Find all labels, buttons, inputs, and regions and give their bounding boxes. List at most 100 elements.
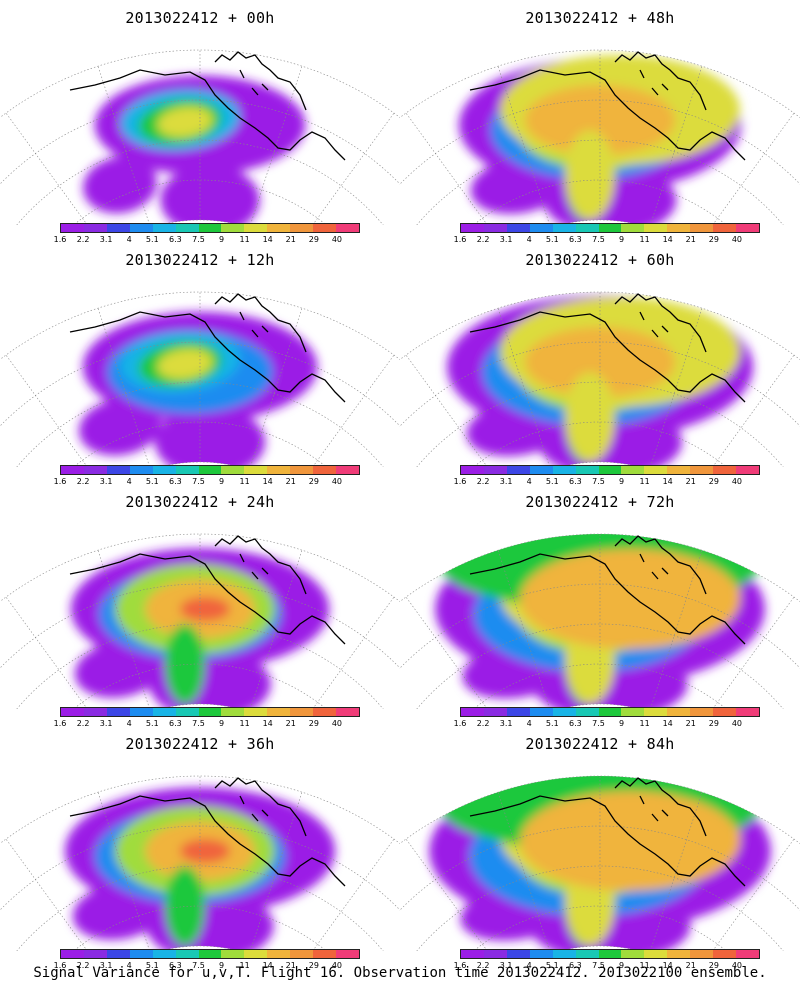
colorbar-swatch <box>506 466 530 474</box>
colorbar-tick-label: 2.2 <box>476 961 490 970</box>
colorbar-tick-label: 5.1 <box>545 235 559 244</box>
colorbar-swatch <box>552 224 576 232</box>
colorbar-swatch <box>598 950 622 958</box>
colorbar-swatch <box>221 950 245 958</box>
colorbar-swatch <box>506 708 530 716</box>
colorbar-tick-label: 11 <box>239 719 250 728</box>
colorbar-tick-label: 1.6 <box>453 961 467 970</box>
colorbar-tick-label: 4 <box>126 235 132 244</box>
colorbar-swatch <box>61 466 84 474</box>
colorbar-swatch <box>529 224 553 232</box>
colorbar-swatch <box>598 224 622 232</box>
panel-title: 2013022412 + 48h <box>525 9 675 27</box>
colorbar-swatch <box>690 466 714 474</box>
colorbar-swatch <box>221 224 245 232</box>
colorbar-swatch <box>152 224 176 232</box>
colorbar-tick-label: 6.3 <box>569 235 582 244</box>
colorbar-tick-label: 40 <box>331 961 343 970</box>
colorbar-swatch <box>529 708 553 716</box>
colorbar-swatch <box>244 950 268 958</box>
panel-title: 2013022412 + 84h <box>525 735 675 753</box>
colorbar-tick-label: 4 <box>526 961 532 970</box>
colorbar-tick-label: 7.5 <box>192 235 205 244</box>
colorbar-swatch <box>483 224 507 232</box>
colorbar-swatch <box>198 466 222 474</box>
colorbar-swatch <box>267 708 291 716</box>
colorbar-tick-label: 7.5 <box>592 235 605 244</box>
colorbar-tick-label: 40 <box>331 235 343 244</box>
colorbar-swatch <box>336 466 359 474</box>
colorbar-tick-label: 21 <box>285 961 296 970</box>
colorbar-tick-label: 6.3 <box>569 961 582 970</box>
coastline <box>469 293 746 403</box>
colorbar-swatch <box>552 950 576 958</box>
colorbar-tick-label: 7.5 <box>192 961 205 970</box>
colorbar <box>60 949 360 959</box>
colorbar-tick-label: 2.2 <box>476 719 490 728</box>
colorbar-swatch <box>461 950 484 958</box>
coastline <box>69 293 346 403</box>
colorbar-tick-label: 14 <box>262 961 273 970</box>
colorbar <box>460 707 760 717</box>
colorbar-swatch <box>129 708 153 716</box>
forecast-panel: 2013022412 + 00h 1.6 2.2 3.1 4 5.1 6.3 7.5 9 11 14… <box>0 0 400 245</box>
colorbar-swatch <box>461 708 484 716</box>
colorbar-tick-label: 11 <box>639 235 650 244</box>
colorbar-tick-label: 9 <box>618 235 625 244</box>
colorbar-swatch <box>290 708 314 716</box>
colorbar-swatch <box>506 950 530 958</box>
colorbar-tick-label: 14 <box>262 719 273 728</box>
colorbar-ticks: 1.6 2.2 3.1 4 5.1 6.3 7.5 9 11 14 21 29 40 <box>54 235 360 245</box>
colorbar-tick-label: 29 <box>708 477 719 486</box>
colorbar-tick-label: 21 <box>285 477 296 486</box>
colorbar-ticks: 1.6 2.2 3.1 4 5.1 6.3 7.5 9 11 14 21 29 40 <box>454 719 760 729</box>
colorbar-swatch <box>621 466 645 474</box>
panel-title: 2013022412 + 36h <box>125 735 275 753</box>
colorbar-swatch <box>667 224 691 232</box>
colorbar-swatch <box>736 224 759 232</box>
colorbar-swatch <box>621 224 645 232</box>
colorbar-tick-label: 9 <box>218 235 225 244</box>
map-projection <box>0 775 400 951</box>
colorbar-ticks: 1.6 2.2 3.1 4 5.1 6.3 7.5 9 11 14 21 29 40 <box>454 961 760 971</box>
colorbar-tick-label: 7.5 <box>192 719 205 728</box>
variance-field <box>83 75 306 225</box>
colorbar-swatch <box>152 708 176 716</box>
forecast-panel: 2013022412 + 60h 1.6 2.2 3.1 4 5.1 6.3 7.5 9 11 14… <box>400 242 800 487</box>
panel-title: 2013022412 + 00h <box>125 9 275 27</box>
colorbar-swatch <box>267 466 291 474</box>
colorbar-swatch <box>175 224 199 232</box>
panel-title: 2013022412 + 12h <box>125 251 275 269</box>
colorbar-tick-label: 3.1 <box>99 719 113 728</box>
figure-caption: Signal Variance for u,v,T. Flight 16. Ob… <box>33 965 767 981</box>
colorbar-ticks: 1.6 2.2 3.1 4 5.1 6.3 7.5 9 11 14 21 29 40 <box>454 477 760 487</box>
colorbar-tick-label: 2.2 <box>76 477 90 486</box>
variance-field <box>435 534 765 709</box>
colorbar-swatch <box>461 466 484 474</box>
colorbar-ticks: 1.6 2.2 3.1 4 5.1 6.3 7.5 9 11 14 21 29 40 <box>54 477 360 487</box>
forecast-panel: 2013022412 + 72h 1.6 2.2 3.1 4 5.1 6.3 7.5 9 11 14… <box>400 484 800 729</box>
colorbar-swatch <box>552 466 576 474</box>
forecast-panel: 2013022412 + 12h 1.6 2.2 3.1 4 5.1 6.3 7.5 9 11 14… <box>0 242 400 487</box>
colorbar-tick-label: 4 <box>526 719 532 728</box>
colorbar-tick-label: 4 <box>126 477 132 486</box>
colorbar-tick-label: 3.1 <box>99 961 113 970</box>
colorbar <box>60 707 360 717</box>
colorbar-tick-label: 40 <box>731 719 743 728</box>
variance-field <box>78 311 318 467</box>
colorbar-swatch <box>529 466 553 474</box>
colorbar-tick-label: 6.3 <box>169 719 182 728</box>
colorbar-tick-label: 9 <box>618 477 625 486</box>
coastline <box>69 51 346 161</box>
colorbar-swatch <box>244 224 268 232</box>
colorbar-tick-label: 5.1 <box>545 719 559 728</box>
colorbar-swatch <box>336 708 359 716</box>
colorbar-tick-label: 29 <box>308 235 319 244</box>
colorbar-tick-label: 40 <box>731 961 743 970</box>
colorbar-tick-label: 6.3 <box>169 477 182 486</box>
colorbar-swatch <box>690 708 714 716</box>
colorbar-swatch <box>175 950 199 958</box>
colorbar-tick-label: 4 <box>126 719 132 728</box>
colorbar-tick-label: 7.5 <box>192 477 205 486</box>
colorbar-tick-label: 1.6 <box>53 477 67 486</box>
